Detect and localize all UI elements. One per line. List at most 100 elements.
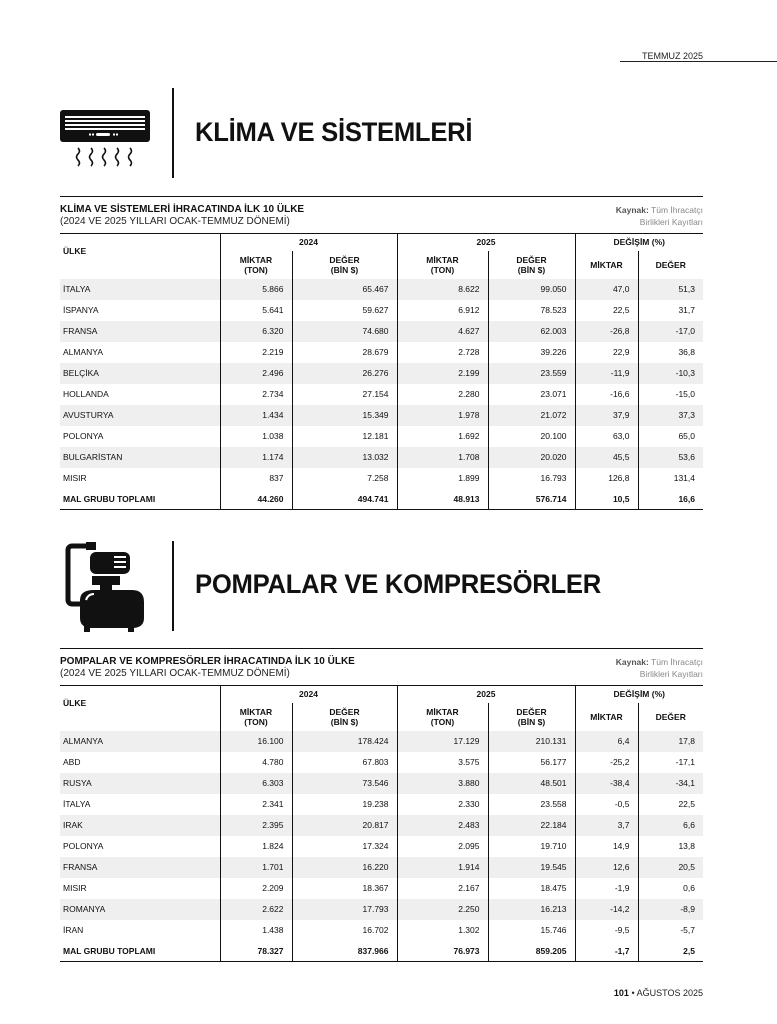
total-value: 78.327 <box>219 940 292 962</box>
value-cell: 6.320 <box>219 320 292 342</box>
value-cell: 26.276 <box>291 362 397 384</box>
value-cell: 1.174 <box>219 446 292 468</box>
table-subtitle: (2024 VE 2025 YILLARI OCAK-TEMMUZ DÖNEMİ… <box>60 668 290 679</box>
total-row: MAL GRUBU TOPLAMI 44.260 494.741 48.913 576.… <box>60 488 703 510</box>
value-cell: 22.184 <box>487 814 575 836</box>
country-cell: BULGARİSTAN <box>60 446 220 468</box>
source-line1: Tüm İhracatçı <box>651 657 703 667</box>
country-cell: POLONYA <box>63 841 104 851</box>
table-row: İTALYA 5.866 65.467 8.622 99.050 47,0 51,3 <box>60 278 703 300</box>
section-title: POMPALAR VE KOMPRESÖRLER <box>195 569 601 599</box>
source-line1: Tüm İhracatçı <box>651 205 703 215</box>
value-cell: 74.680 <box>291 320 397 342</box>
value-cell: 5.641 <box>219 299 292 321</box>
value-cell: 51,3 <box>637 278 703 300</box>
value-cell: 5.866 <box>219 278 292 300</box>
country-cell: IRAK <box>60 814 220 836</box>
country-cell: ALMANYA <box>63 347 103 357</box>
table-row: BELÇİKA 2.496 26.276 2.199 23.559 -11,9 -10,3 <box>60 362 703 384</box>
value-cell: 15.746 <box>487 919 575 941</box>
value-cell: 0,6 <box>637 877 703 899</box>
total-value: 10,5 <box>574 488 638 510</box>
col-label: DEĞER <box>516 254 547 265</box>
table-row: POLONYA 1.038 12.181 1.692 20.100 63,0 65,0 <box>60 425 703 447</box>
value-cell: 2.167 <box>396 877 488 899</box>
value-cell: 67.803 <box>291 751 397 773</box>
table-title: POMPALAR VE KOMPRESÖRLER İHRACATINDA İLK… <box>60 656 355 667</box>
col-qty: MİKTAR (TON) <box>396 250 488 279</box>
total-value: -1,7 <box>574 940 638 962</box>
value-cell: 837 <box>219 467 292 489</box>
country-cell: İTALYA <box>60 278 220 300</box>
country-cell: İSPANYA <box>63 305 99 315</box>
country-cell: İTALYA <box>63 799 91 809</box>
value-cell: -11,9 <box>574 362 638 384</box>
value-cell: 13,8 <box>637 835 703 857</box>
col-label: MİKTAR <box>426 254 459 265</box>
table-row: IRAK 2.395 20.817 2.483 22.184 3,7 6,6 <box>60 814 703 836</box>
value-cell: 48.501 <box>487 772 575 794</box>
value-cell: 7.258 <box>291 467 397 489</box>
col-chg-qty: MİKTAR <box>574 250 638 279</box>
value-cell: 12,6 <box>574 856 638 878</box>
page-number: 101 <box>613 988 629 998</box>
country-cell: İRAN <box>63 925 84 935</box>
col-group-2025: 2025 <box>396 233 575 251</box>
country-cell: FRANSA <box>60 856 220 878</box>
value-cell: 2.622 <box>219 898 292 920</box>
col-val: DEĞER (BİN $) <box>291 702 397 731</box>
source-line2: Birlikleri Kayıtları <box>639 669 703 679</box>
col-chg-qty: MİKTAR <box>574 702 638 731</box>
data-table: ÜLKE 2024 2025 DEĞİŞİM (%) MİKTAR (TON) DEĞER(… <box>60 233 703 510</box>
table-row: ROMANYA 2.622 17.793 2.250 16.213 -14,2 -8,9 <box>60 898 703 920</box>
value-cell: 16.220 <box>291 856 397 878</box>
value-cell: 37,9 <box>574 404 638 426</box>
value-cell: 59.627 <box>291 299 397 321</box>
value-cell: 1.692 <box>396 425 488 447</box>
value-cell: -8,9 <box>637 898 703 920</box>
col-unit: (TON) <box>244 264 268 275</box>
country-cell: BELÇİKA <box>60 362 220 384</box>
value-cell: 47,0 <box>574 278 638 300</box>
total-value: 859.205 <box>487 940 575 962</box>
col-label: DEĞER <box>329 706 360 717</box>
table-row: İSPANYA 5.641 59.627 6.912 78.523 22,5 31,7 <box>60 299 703 321</box>
value-cell: 2.219 <box>219 341 292 363</box>
country-cell: MISIR <box>63 473 87 483</box>
value-cell: 6.912 <box>396 299 488 321</box>
col-group-2024: 2024 <box>219 685 397 703</box>
source-label: Kaynak: <box>615 205 649 215</box>
source-note: Kaynak: Tüm İhracatçı Birlikleri Kayıtlar… <box>616 204 703 228</box>
total-value: 44.260 <box>219 488 292 510</box>
value-cell: 1.708 <box>396 446 488 468</box>
title-divider <box>172 541 174 631</box>
table-row: HOLLANDA 2.734 27.154 2.280 23.071 -16,6 -15,0 <box>60 383 703 405</box>
value-cell: 63,0 <box>574 425 638 447</box>
value-cell: 17,8 <box>637 730 703 752</box>
value-cell: 65,0 <box>637 425 703 447</box>
value-cell: 73.546 <box>291 772 397 794</box>
country-cell: FRANSA <box>60 320 220 342</box>
header-rule <box>620 61 777 62</box>
col-val: DEĞER (BİN $) <box>291 250 397 279</box>
value-cell: 16.100 <box>219 730 292 752</box>
value-cell: 19.710 <box>487 835 575 857</box>
col-label: MİKTAR <box>426 706 459 717</box>
value-cell: 16.702 <box>291 919 397 941</box>
col-unit: (BİN $) <box>517 264 546 275</box>
country-cell: ROMANYA <box>60 898 220 920</box>
value-cell: 28.679 <box>291 341 397 363</box>
value-cell: 78.523 <box>487 299 575 321</box>
value-cell: 2.734 <box>219 383 292 405</box>
value-cell: -26,8 <box>574 320 638 342</box>
value-cell: -10,3 <box>637 362 703 384</box>
value-cell: -38,4 <box>574 772 638 794</box>
col-unit: (BİN $) <box>517 716 546 727</box>
total-label: MAL GRUBU TOPLAMI <box>60 488 220 510</box>
col-qty: MİKTAR (TON) <box>396 702 488 731</box>
value-cell: 18.475 <box>487 877 575 899</box>
value-cell: 2.095 <box>396 835 488 857</box>
value-cell: 17.324 <box>291 835 397 857</box>
table-row: FRANSA 1.701 16.220 1.914 19.545 12,6 20,5 <box>60 856 703 878</box>
value-cell: 53,6 <box>637 446 703 468</box>
